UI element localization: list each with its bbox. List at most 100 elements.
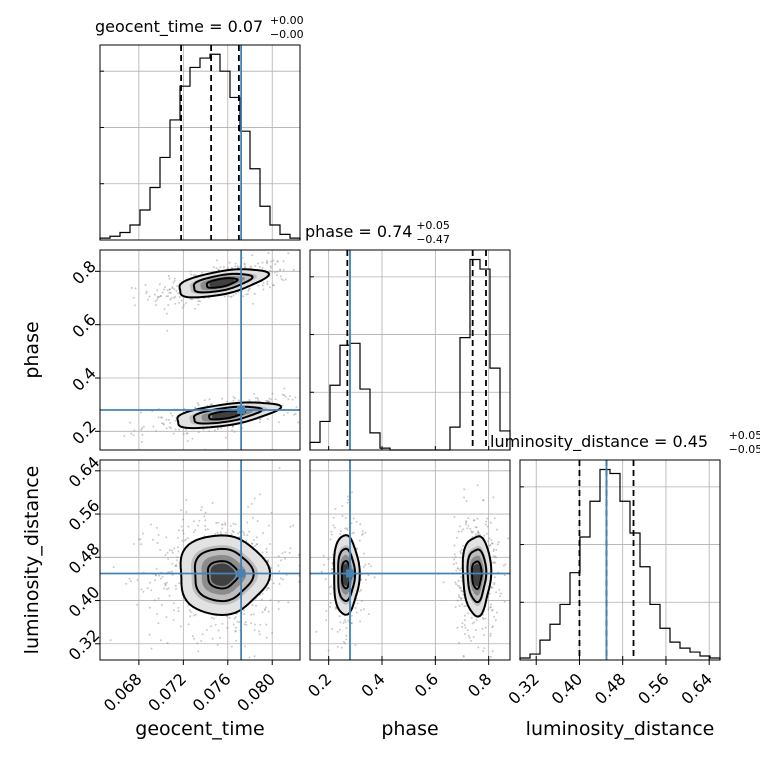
sample-point	[264, 608, 267, 610]
sample-point	[224, 531, 227, 534]
sample-point	[279, 275, 282, 278]
sample-point	[463, 605, 466, 608]
sample-point	[343, 619, 346, 621]
sample-point	[477, 531, 479, 534]
sample-point	[212, 266, 215, 269]
sample-point	[491, 586, 494, 589]
sample-point	[331, 567, 334, 570]
sample-point	[247, 505, 250, 508]
sample-point	[182, 532, 185, 535]
title-upper-error-phase: +0.05	[416, 219, 450, 232]
sample-point	[344, 620, 347, 623]
sample-point	[289, 547, 292, 550]
sample-point	[325, 619, 328, 622]
sample-point	[332, 516, 335, 519]
sample-point	[247, 288, 250, 291]
sample-point	[123, 434, 126, 437]
sample-point	[186, 440, 189, 442]
sample-point	[245, 293, 248, 296]
sample-point	[176, 559, 178, 562]
sample-point	[243, 263, 246, 266]
sample-point	[456, 567, 459, 570]
sample-point	[197, 402, 199, 405]
sample-point	[272, 284, 275, 286]
sample-point	[475, 526, 478, 529]
sample-point	[230, 645, 233, 648]
sample-point	[194, 307, 196, 310]
sample-point	[217, 268, 220, 271]
sample-point	[292, 524, 295, 527]
y-tick-label-luminosity_distance-2: 0.48	[65, 539, 104, 578]
sample-point	[203, 515, 206, 518]
sample-point	[171, 285, 174, 288]
sample-point	[495, 591, 498, 594]
sample-point	[137, 538, 140, 541]
sample-point	[221, 523, 224, 526]
sample-point	[297, 421, 300, 424]
x-tick-label-phase-0: 0.2	[304, 669, 335, 700]
sample-point	[338, 628, 341, 631]
density-panel-geocent_time-phase	[100, 250, 304, 450]
sample-point	[153, 293, 156, 296]
sample-point	[276, 260, 279, 263]
sample-point	[176, 546, 179, 549]
sample-point	[344, 527, 347, 530]
y-tick-label-phase-3: 0.8	[68, 257, 99, 288]
sample-point	[493, 517, 496, 520]
sample-point	[260, 598, 263, 601]
sample-point	[197, 303, 200, 306]
sample-point	[464, 523, 467, 526]
sample-point	[284, 551, 287, 553]
sample-point	[323, 563, 326, 566]
sample-point	[177, 610, 180, 613]
sample-point	[219, 266, 222, 269]
sample-point	[469, 527, 472, 530]
title-upper-error-geocent_time: +0.00	[270, 14, 304, 27]
sample-point	[230, 266, 233, 269]
sample-point	[364, 563, 367, 566]
sample-point	[197, 300, 200, 303]
sample-point	[148, 295, 151, 298]
sample-point	[302, 260, 304, 262]
sample-point	[243, 613, 246, 616]
sample-point	[345, 634, 348, 637]
sample-point	[267, 559, 270, 562]
sample-point	[159, 295, 162, 298]
sample-point	[325, 609, 328, 612]
sample-point	[155, 567, 158, 570]
sample-point	[355, 520, 358, 523]
sample-point	[250, 265, 253, 268]
sample-point	[277, 608, 280, 611]
sample-point	[470, 639, 473, 642]
panel-frame-2	[309, 459, 511, 661]
sample-point	[360, 609, 362, 612]
sample-point	[165, 536, 168, 539]
sample-point	[370, 565, 372, 568]
sample-point	[132, 434, 135, 437]
sample-point	[331, 628, 334, 631]
sample-point	[227, 295, 230, 298]
sample-point	[248, 530, 251, 533]
sample-point	[162, 422, 165, 425]
sample-point	[242, 295, 245, 298]
sample-point	[492, 561, 494, 564]
sample-point	[497, 541, 500, 544]
sample-point	[140, 588, 143, 591]
sample-point	[250, 502, 253, 505]
sample-point	[156, 298, 159, 301]
sample-point	[461, 590, 463, 593]
sample-point	[284, 557, 287, 560]
x-tick-label-geocent_time-3: 0.080	[233, 669, 279, 715]
sample-point	[268, 286, 271, 289]
sample-point	[174, 295, 177, 298]
sample-point	[486, 517, 489, 520]
sample-point	[488, 592, 491, 595]
sample-point	[289, 525, 292, 528]
sample-point	[232, 294, 235, 297]
sample-point	[132, 296, 135, 299]
sample-point	[261, 267, 264, 269]
sample-point	[453, 558, 456, 561]
sample-point	[250, 613, 253, 616]
sample-point	[251, 302, 254, 305]
sample-point	[144, 284, 147, 286]
